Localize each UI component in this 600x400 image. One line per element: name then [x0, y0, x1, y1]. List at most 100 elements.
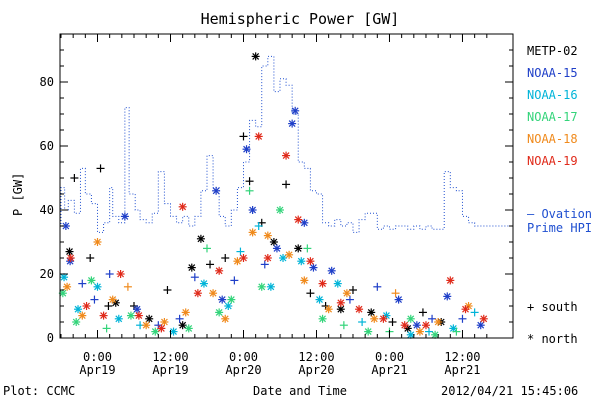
y-tick-label: 80 — [40, 75, 54, 89]
data-point — [339, 321, 348, 330]
x-tick-time-label: 12:00 — [152, 350, 188, 364]
data-point — [126, 311, 135, 320]
y-axis-label: P [GW] — [11, 172, 25, 216]
data-point — [336, 298, 345, 307]
ovation-layer — [60, 55, 513, 233]
data-point — [227, 295, 236, 304]
data-point — [279, 254, 288, 262]
data-point — [181, 308, 190, 317]
data-point — [275, 206, 284, 214]
data-point — [394, 295, 403, 304]
data-point — [373, 282, 382, 291]
data-point — [355, 305, 364, 314]
data-point — [318, 279, 327, 288]
data-point — [160, 318, 169, 326]
data-point — [476, 321, 485, 330]
data-point — [364, 327, 373, 336]
data-point — [358, 318, 367, 326]
data-point — [230, 276, 239, 285]
data-point — [300, 218, 309, 227]
legend-series-noaa-15: NOAA-15 — [527, 66, 578, 80]
legend-ovation-label: — Ovation — [527, 207, 593, 221]
data-point — [282, 151, 291, 160]
data-point — [175, 314, 184, 323]
legend-north-marker: * north — [527, 332, 578, 346]
data-point — [306, 289, 315, 298]
points-layer — [58, 52, 488, 339]
data-point — [116, 270, 125, 278]
ovation-hpi-line — [60, 55, 513, 233]
data-point — [242, 145, 251, 154]
data-point — [251, 52, 260, 61]
plot-credit: Plot: CCMC — [3, 384, 76, 398]
data-point — [196, 234, 205, 243]
x-tick-date-label: Apr20 — [225, 363, 261, 377]
data-point — [342, 289, 351, 298]
data-point — [257, 282, 266, 291]
data-point — [123, 282, 132, 291]
data-point — [418, 308, 427, 317]
data-point — [300, 276, 309, 285]
data-point — [142, 321, 151, 330]
data-point — [233, 257, 242, 266]
data-point — [318, 314, 327, 323]
data-point — [184, 324, 193, 333]
data-point — [370, 314, 379, 323]
x-tick-date-label: Apr21 — [444, 363, 480, 377]
data-point — [425, 327, 434, 336]
data-point — [367, 308, 376, 317]
data-point — [288, 119, 297, 128]
legend-series-noaa-17: NOAA-17 — [527, 110, 578, 124]
data-point — [105, 270, 114, 278]
data-point — [86, 254, 95, 262]
x-tick-time-label: 0:00 — [375, 350, 404, 364]
data-point — [178, 321, 187, 330]
data-point — [479, 314, 488, 323]
data-point — [78, 311, 87, 320]
data-point — [434, 318, 443, 326]
x-tick-date-label: Apr19 — [79, 363, 115, 377]
data-point — [169, 327, 178, 336]
data-point — [66, 254, 75, 262]
data-point — [303, 244, 312, 253]
data-point — [78, 279, 87, 288]
data-point — [72, 318, 81, 326]
data-point — [215, 308, 224, 317]
data-point — [151, 327, 160, 336]
data-point — [269, 238, 278, 246]
plot-timestamp: 2012/04/21 15:45:06 — [441, 384, 579, 398]
data-point — [348, 286, 357, 294]
data-point — [266, 282, 275, 291]
data-point — [458, 314, 467, 323]
data-point — [145, 314, 154, 323]
data-point — [70, 174, 79, 182]
x-axis-label: Date and Time — [253, 384, 347, 398]
data-point — [345, 295, 354, 304]
data-point — [120, 212, 129, 221]
data-point — [199, 279, 208, 288]
data-point — [248, 228, 257, 237]
data-point — [282, 180, 291, 189]
data-point — [415, 327, 424, 336]
data-point — [245, 177, 254, 186]
data-point — [206, 260, 215, 269]
legend-south-marker: + south — [527, 300, 578, 314]
data-point — [239, 254, 248, 262]
data-point — [221, 314, 230, 323]
data-point — [254, 222, 263, 230]
data-point — [96, 164, 105, 173]
data-point — [421, 321, 430, 330]
data-point — [218, 295, 227, 304]
data-point — [309, 263, 318, 272]
legend-series-noaa-18: NOAA-18 — [527, 132, 578, 146]
data-point — [470, 308, 479, 317]
data-point — [324, 305, 333, 314]
data-point — [102, 324, 111, 333]
data-point — [178, 202, 187, 211]
data-point — [90, 295, 99, 304]
legend-series-metp-02: METP-02 — [527, 44, 578, 58]
data-point — [60, 273, 69, 282]
data-point — [291, 106, 300, 115]
